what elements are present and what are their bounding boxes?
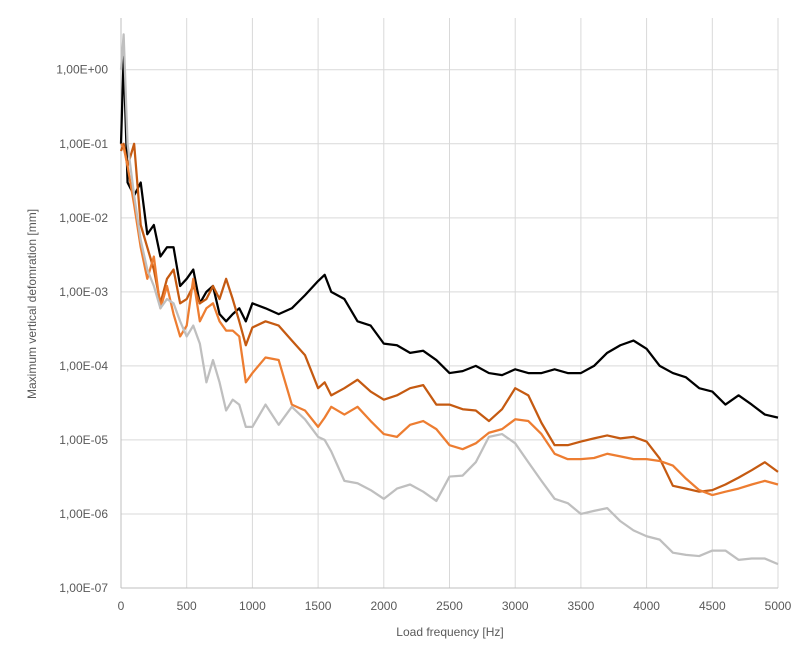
x-axis-label: Load frequency [Hz] — [396, 625, 503, 639]
data-line — [120, 143, 779, 497]
y-tick-label: 1,00E-01 — [59, 137, 108, 151]
y-tick-label: 1,00E+00 — [56, 63, 108, 77]
x-tick-label: 5000 — [765, 599, 792, 613]
y-tick-label: 1,00E-04 — [59, 359, 108, 373]
x-tick-label: 2500 — [436, 599, 463, 613]
x-tick-label: 2000 — [370, 599, 397, 613]
y-tick-label: 1,00E-05 — [59, 433, 108, 447]
data-line — [119, 142, 779, 493]
y-tick-label: 1,00E-06 — [59, 507, 108, 521]
x-tick-label: 1000 — [239, 599, 266, 613]
x-tick-label: 4000 — [633, 599, 660, 613]
x-tick-label: 1500 — [305, 599, 332, 613]
x-tick-label: 3000 — [502, 599, 529, 613]
data-line — [119, 55, 779, 419]
y-tick-label: 1,00E-02 — [59, 211, 108, 225]
y-tick-label: 1,00E-07 — [59, 581, 108, 595]
x-tick-label: 4500 — [699, 599, 726, 613]
x-tick-label: 500 — [177, 599, 197, 613]
y-tick-label: 1,00E-03 — [59, 285, 108, 299]
x-tick-label: 0 — [118, 599, 125, 613]
x-tick-label: 3500 — [568, 599, 595, 613]
data-line — [119, 33, 779, 566]
y-axis-label: Maximum vertical defomration [mm] — [25, 209, 39, 399]
